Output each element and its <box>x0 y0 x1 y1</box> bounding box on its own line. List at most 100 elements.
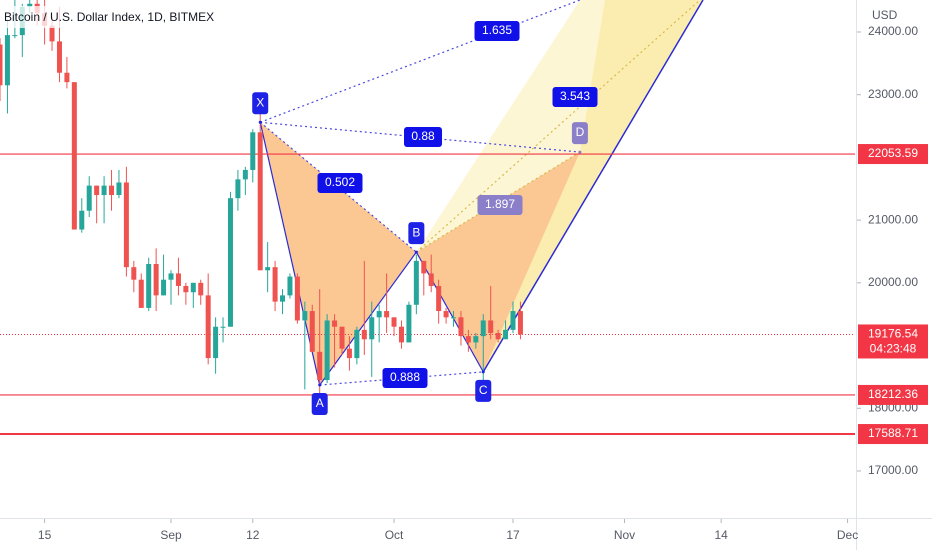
candle-body <box>27 3 33 7</box>
currency-label: USD <box>872 8 898 22</box>
candle-body <box>361 329 367 340</box>
pattern-bcd <box>416 152 580 372</box>
candle-body <box>280 295 286 302</box>
candle-body <box>436 285 442 312</box>
candle-body <box>56 41 62 73</box>
candle-body <box>242 169 248 180</box>
y-tick-label: 21000.00 <box>868 212 918 226</box>
candle-body <box>287 276 293 296</box>
candle-body <box>71 82 77 230</box>
candle-body <box>413 260 419 305</box>
pattern-point-box <box>408 222 425 245</box>
ratio-label: 0.888 <box>390 370 420 384</box>
last-price-box <box>858 324 928 359</box>
plot-area: X A B C D 0.502 0.88 0.888 1.897 3.543 1.635 <box>0 0 855 436</box>
pattern-point-box <box>571 122 588 145</box>
candle-body <box>465 336 471 343</box>
pattern-point-label: A <box>316 396 324 410</box>
candle-body <box>4 35 10 86</box>
candle-body <box>64 72 70 83</box>
candle-body <box>213 326 219 359</box>
candle-body <box>272 267 278 302</box>
ratio-label: 1.897 <box>485 197 515 211</box>
ratio-label: 1.635 <box>482 23 512 37</box>
candle-body <box>146 264 152 308</box>
pattern-point <box>258 120 262 124</box>
candle-body <box>421 260 427 274</box>
axes: 24000.0023000.0021000.0020000.0018000.00… <box>38 24 928 542</box>
pattern-point-box <box>311 393 328 416</box>
candle-body <box>94 185 100 196</box>
pattern-leg <box>482 0 704 373</box>
candle-body <box>517 311 523 335</box>
pattern-xab <box>260 122 417 386</box>
x-tick-label: Nov <box>614 528 635 542</box>
candle-body <box>406 304 412 343</box>
pattern-guide <box>260 0 581 123</box>
candle-body <box>354 329 360 359</box>
candle-body <box>205 295 211 359</box>
pattern-point-label: B <box>412 225 420 239</box>
candle-body <box>451 317 457 319</box>
countdown-label: 04:23:48 <box>870 342 917 356</box>
candle-body <box>168 273 174 280</box>
candle-body <box>391 317 397 327</box>
last-price-label: 19176.54 <box>868 327 918 341</box>
level-box <box>858 384 928 405</box>
pattern-point-box <box>475 379 492 402</box>
candle-body <box>0 44 3 86</box>
x-tick-label: 14 <box>714 528 728 542</box>
candle-body <box>510 311 516 330</box>
candle-body <box>398 326 404 343</box>
ratio-box <box>404 127 442 147</box>
candle-body <box>488 320 494 333</box>
candle-body <box>257 132 263 271</box>
ratio-box <box>474 21 520 41</box>
candle-body <box>376 311 382 318</box>
x-tick-label: Sep <box>160 528 182 542</box>
pattern-point-label: D <box>576 125 585 139</box>
level-label: 22053.59 <box>868 146 918 160</box>
ratio-label: 3.543 <box>560 89 590 103</box>
level-box <box>858 424 928 445</box>
candle-body <box>317 351 323 381</box>
candle-body <box>294 276 300 321</box>
y-tick-label: 20000.00 <box>868 275 918 289</box>
candle-body <box>332 320 338 327</box>
y-tick-label: 24000.00 <box>868 24 918 38</box>
ratio-box <box>317 173 363 193</box>
pattern-point <box>481 370 485 374</box>
candle-body <box>198 282 204 296</box>
pattern-point-box <box>252 92 269 115</box>
candle-body <box>153 264 159 296</box>
level-label: 17588.71 <box>868 426 918 440</box>
pattern-point <box>414 250 418 254</box>
candle-body <box>324 320 330 381</box>
candle-body <box>190 282 196 293</box>
candle-body <box>79 210 85 230</box>
pattern-point-label: X <box>256 95 264 109</box>
candle-body <box>109 185 115 196</box>
candle-body <box>495 333 501 340</box>
x-tick-label: 17 <box>506 528 520 542</box>
candle-body <box>369 317 375 340</box>
candle-body <box>428 273 434 286</box>
candle-body <box>302 311 308 321</box>
candle-body <box>503 329 509 340</box>
candle-body <box>138 279 144 308</box>
pattern-point <box>318 383 322 387</box>
pattern-fan-inner <box>416 0 605 253</box>
candle-body <box>309 311 315 352</box>
candle-body <box>161 279 167 296</box>
candle-body <box>346 348 352 359</box>
y-tick-label: 23000.00 <box>868 87 918 101</box>
x-tick-label: Oct <box>385 528 404 542</box>
candle-body <box>175 273 181 286</box>
candle-body <box>473 336 479 343</box>
ratio-box <box>477 195 523 215</box>
y-tick-label: 17000.00 <box>868 463 918 477</box>
pattern-leg <box>319 251 417 386</box>
x-tick-label: 15 <box>38 528 52 542</box>
pattern-guide <box>319 371 484 386</box>
